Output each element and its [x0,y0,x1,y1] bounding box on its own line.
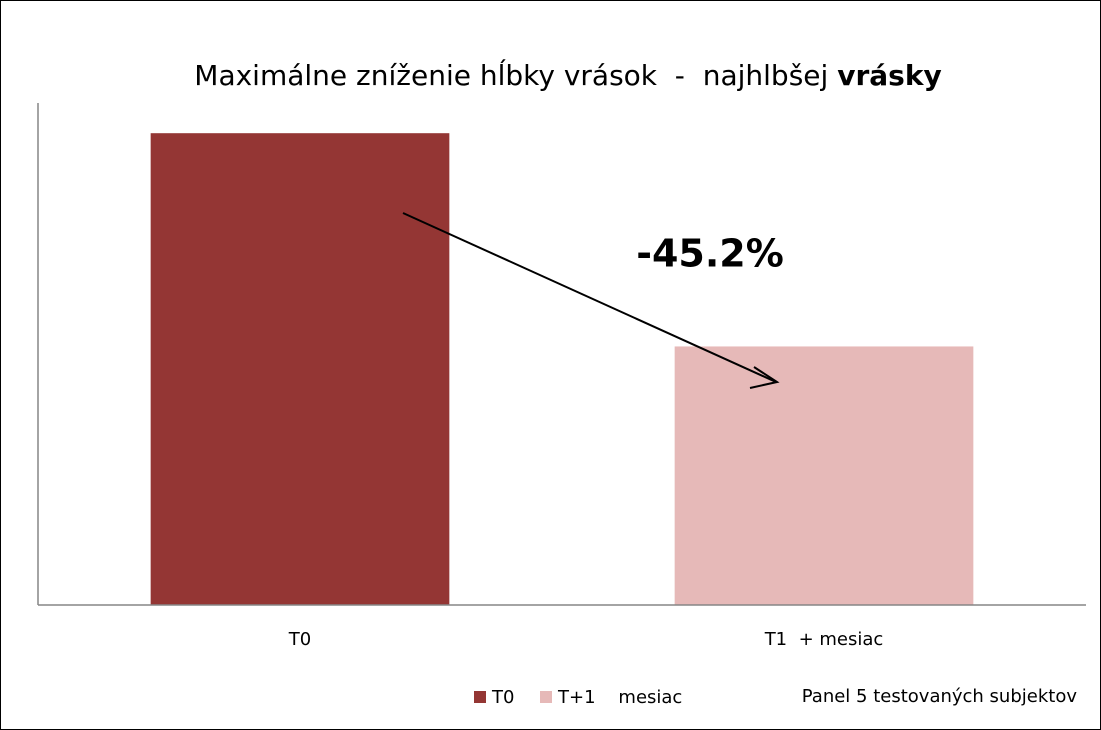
bar [150,133,450,605]
title-part: Maximálne zníženie hĺbky vrások - najhlb… [194,58,837,92]
legend-swatch [474,691,486,703]
arrow [402,212,777,383]
arrow-head [749,366,780,389]
legend-label: T+1 mesiac [557,687,682,708]
annotation: -45.2% [636,232,784,276]
chart-title: Maximálne zníženie hĺbky vrások - najhlb… [194,58,941,92]
bar [674,346,974,605]
x-tick-label: T1 + mesiac [764,629,884,650]
x-tick-label: T0 [288,629,311,650]
plot-area [150,133,974,605]
legend-swatch [540,691,552,703]
legend-label: T0 [491,687,514,708]
note: Panel 5 testovaných subjektov [802,686,1078,707]
title-part: vrásky [837,59,942,92]
